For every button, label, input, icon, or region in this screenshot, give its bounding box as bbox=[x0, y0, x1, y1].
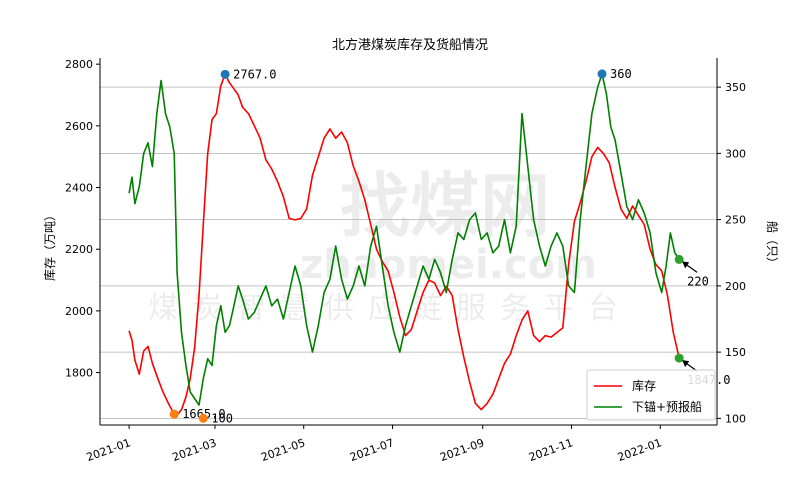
y2-tick-label: 200 bbox=[725, 280, 746, 293]
legend: 库存 下锚+预报船 bbox=[586, 369, 716, 421]
y2-tick-label: 300 bbox=[725, 147, 746, 160]
y-tick-label: 2800 bbox=[65, 58, 93, 71]
x-tick-label: 2021-11 bbox=[527, 436, 575, 464]
y2-tick-label: 150 bbox=[725, 346, 746, 359]
legend-label-ships: 下锚+预报船 bbox=[632, 399, 702, 414]
y-tick-label: 2000 bbox=[65, 305, 93, 318]
annotation-arrow-head bbox=[682, 360, 690, 368]
annotation-label-max: 2767.0 bbox=[233, 67, 276, 81]
watermark-slogan: 煤炭智慧供应链服务平台 bbox=[148, 291, 632, 326]
series-line-stock bbox=[128, 73, 680, 416]
annotation-marker-last bbox=[674, 353, 684, 363]
x-tick-label: 2021-09 bbox=[438, 436, 486, 464]
y-tick-label: 2200 bbox=[65, 243, 93, 256]
x-tick-label: 2021-03 bbox=[171, 436, 219, 464]
annotation-label-last: 220 bbox=[687, 274, 709, 288]
y2-tick-label: 350 bbox=[725, 81, 746, 94]
annotation-marker-min bbox=[169, 409, 179, 419]
series-line-ships bbox=[128, 73, 680, 406]
x-tick-label: 2022-01 bbox=[616, 436, 664, 464]
annotation-marker-max bbox=[220, 69, 230, 79]
annotation-label-max: 360 bbox=[610, 67, 632, 81]
annotation-label-min: 100 bbox=[211, 411, 233, 425]
annotation-marker-max bbox=[597, 69, 607, 79]
y-tick-label: 1800 bbox=[65, 367, 93, 380]
x-tick-label: 2021-05 bbox=[259, 436, 307, 464]
annotation-arrow-head bbox=[682, 261, 690, 269]
y2-tick-label: 100 bbox=[725, 412, 746, 425]
annotation-marker-last bbox=[674, 254, 684, 264]
chart-title: 北方港煤炭库存及货船情况 bbox=[332, 37, 488, 53]
y-tick-label: 2400 bbox=[65, 182, 93, 195]
y-tick-label: 2600 bbox=[65, 120, 93, 133]
x-tick-label: 2021-01 bbox=[85, 436, 133, 464]
legend-label-stock: 库存 bbox=[632, 378, 656, 393]
y2-tick-label: 250 bbox=[725, 214, 746, 227]
annotation-marker-min bbox=[198, 413, 208, 423]
x-tick-label: 2021-07 bbox=[348, 436, 396, 464]
plot-lines bbox=[128, 73, 680, 416]
watermark: 找煤网 zhaomei.com 煤炭智慧供应链服务平台 bbox=[148, 165, 632, 326]
y2-axis-label: 船（只） bbox=[765, 221, 779, 269]
y-axis-label: 库存（万吨） bbox=[42, 209, 57, 281]
